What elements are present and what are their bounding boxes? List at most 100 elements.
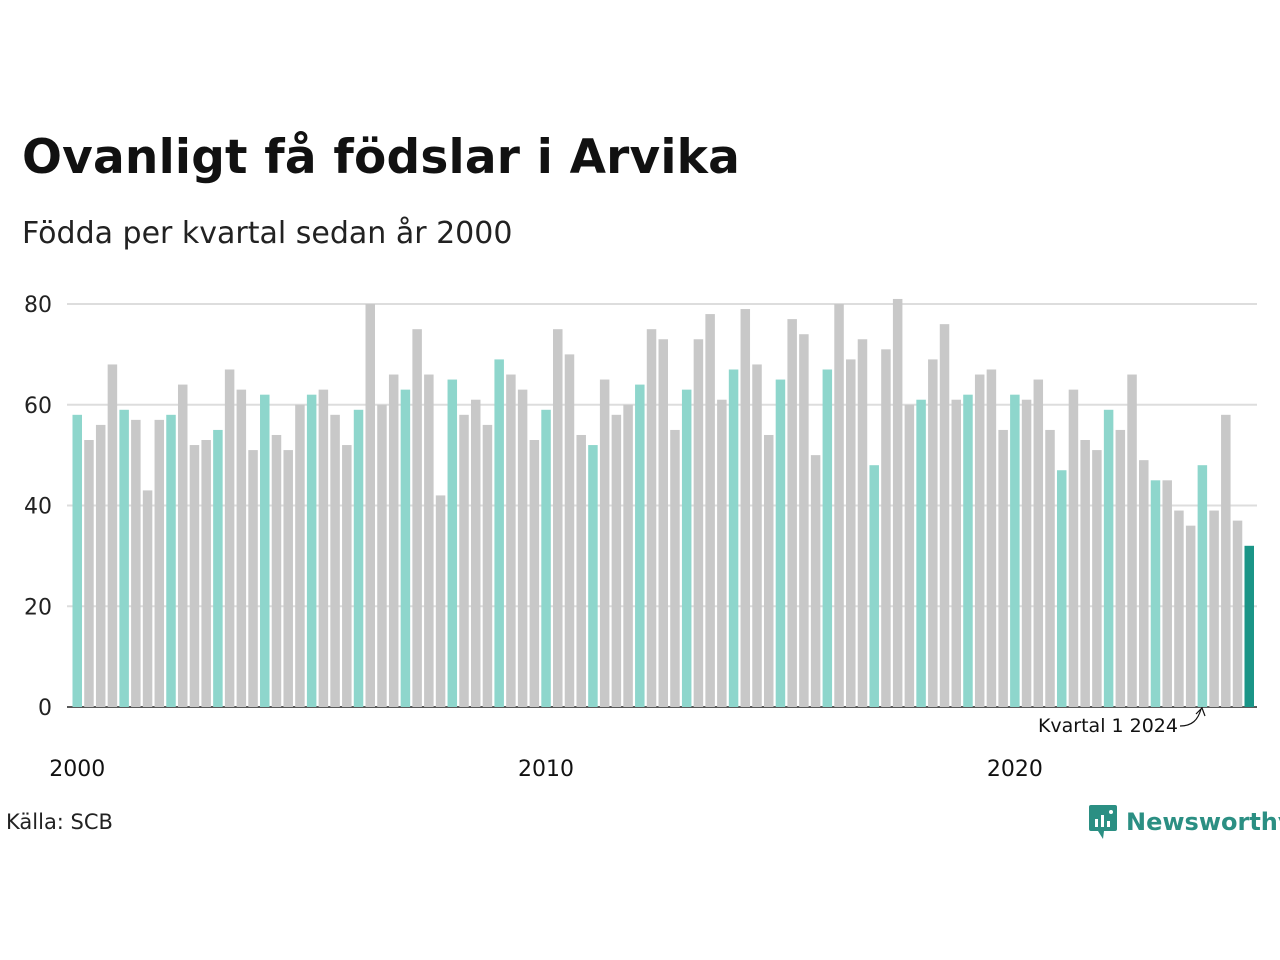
bar: [1021, 399, 1032, 707]
bar: [529, 440, 540, 707]
bar: [881, 349, 891, 707]
bar: [1092, 450, 1102, 707]
x-tick-label: 2000: [49, 757, 105, 782]
y-tick-label: 0: [38, 696, 52, 721]
bar: [939, 324, 950, 707]
bar: [752, 364, 762, 707]
bar: [470, 399, 481, 707]
bar: [271, 434, 282, 707]
chart-subtitle: Födda per kvartal sedan år 2000: [22, 216, 513, 251]
bar: [623, 404, 633, 707]
bar: [588, 445, 598, 707]
bar: [705, 314, 715, 707]
bar: [119, 409, 129, 707]
bar: [986, 369, 997, 707]
x-tick-label: 2010: [518, 757, 574, 782]
bar: [1080, 440, 1090, 707]
bar: [142, 490, 153, 707]
bar: [459, 414, 469, 707]
bar: [213, 429, 223, 707]
bar: [670, 429, 680, 707]
bar: [424, 374, 434, 707]
bar: [1150, 480, 1161, 707]
bar: [248, 450, 258, 707]
bar: [72, 414, 82, 707]
bar: [201, 440, 211, 707]
bar: [974, 374, 985, 707]
bar: [482, 424, 493, 707]
bar: [822, 369, 833, 707]
bar: [728, 369, 739, 707]
bar: [177, 384, 188, 707]
annotation-arrowhead: [1195, 706, 1206, 717]
chart-title: Ovanligt få födslar i Arvika: [22, 130, 741, 185]
bar: [857, 339, 868, 707]
y-tick-label: 80: [24, 293, 52, 318]
x-axis-labels: 2000 2010 2020: [49, 757, 1043, 782]
bar: [1045, 429, 1055, 707]
bar: [775, 379, 786, 707]
bar: [377, 404, 387, 707]
bar: [1068, 389, 1079, 707]
bar: [1221, 414, 1231, 707]
bar: [1232, 520, 1243, 707]
bar: [869, 465, 879, 707]
bar: [388, 374, 399, 707]
annotation-arrow: [1179, 708, 1202, 727]
y-axis-labels: 0 20 40 60 80: [24, 293, 52, 721]
bar: [1209, 510, 1219, 707]
y-tick-label: 40: [24, 495, 52, 520]
bar: [189, 445, 200, 707]
bar: [541, 409, 551, 707]
bar: [517, 389, 528, 707]
bar: [435, 495, 446, 707]
bar: [646, 329, 657, 707]
bar: [166, 414, 176, 707]
y-tick-label: 60: [24, 394, 52, 419]
bar: [1010, 394, 1020, 707]
bar: [412, 329, 422, 707]
bar: [916, 399, 926, 707]
bar: [131, 419, 141, 707]
bar: [236, 389, 247, 707]
y-tick-label: 20: [24, 595, 52, 620]
bar: [1127, 374, 1137, 707]
bar: [447, 379, 458, 707]
annotation-label: Kvartal 1 2024: [1038, 715, 1178, 737]
bar: [318, 389, 329, 707]
bar: [224, 369, 235, 707]
bar: [553, 329, 563, 707]
newsworthy-logo-icon: [1089, 805, 1117, 839]
bar: [928, 359, 938, 707]
bar: [1174, 510, 1184, 707]
bar: [1115, 429, 1126, 707]
bar: [740, 309, 751, 707]
bar: [506, 374, 516, 707]
bar: [564, 354, 575, 708]
source-note: Källa: SCB: [6, 810, 113, 834]
bar: [846, 359, 856, 707]
bar: [599, 379, 610, 707]
bar-chart: 0 20 40 60 80 2000 2010 2020 Kvartal 1 2024: [24, 293, 1257, 782]
bar: [1056, 470, 1067, 707]
bar: [635, 384, 645, 707]
bar: [787, 319, 797, 707]
bar: [1185, 525, 1196, 707]
bar: [1244, 545, 1254, 707]
bar: [353, 409, 364, 707]
bar: [963, 394, 973, 707]
bar: [400, 389, 411, 707]
bar: [365, 304, 375, 707]
bar: [306, 394, 317, 707]
bar: [951, 399, 961, 707]
bar: [717, 399, 727, 707]
bar: [810, 455, 821, 708]
bar: [494, 359, 504, 707]
bar: [998, 429, 1008, 707]
bars: [72, 298, 1254, 708]
x-tick-label: 2020: [987, 757, 1043, 782]
bar: [834, 304, 844, 707]
bar: [154, 419, 165, 707]
bar: [658, 339, 668, 707]
bar: [892, 298, 903, 707]
